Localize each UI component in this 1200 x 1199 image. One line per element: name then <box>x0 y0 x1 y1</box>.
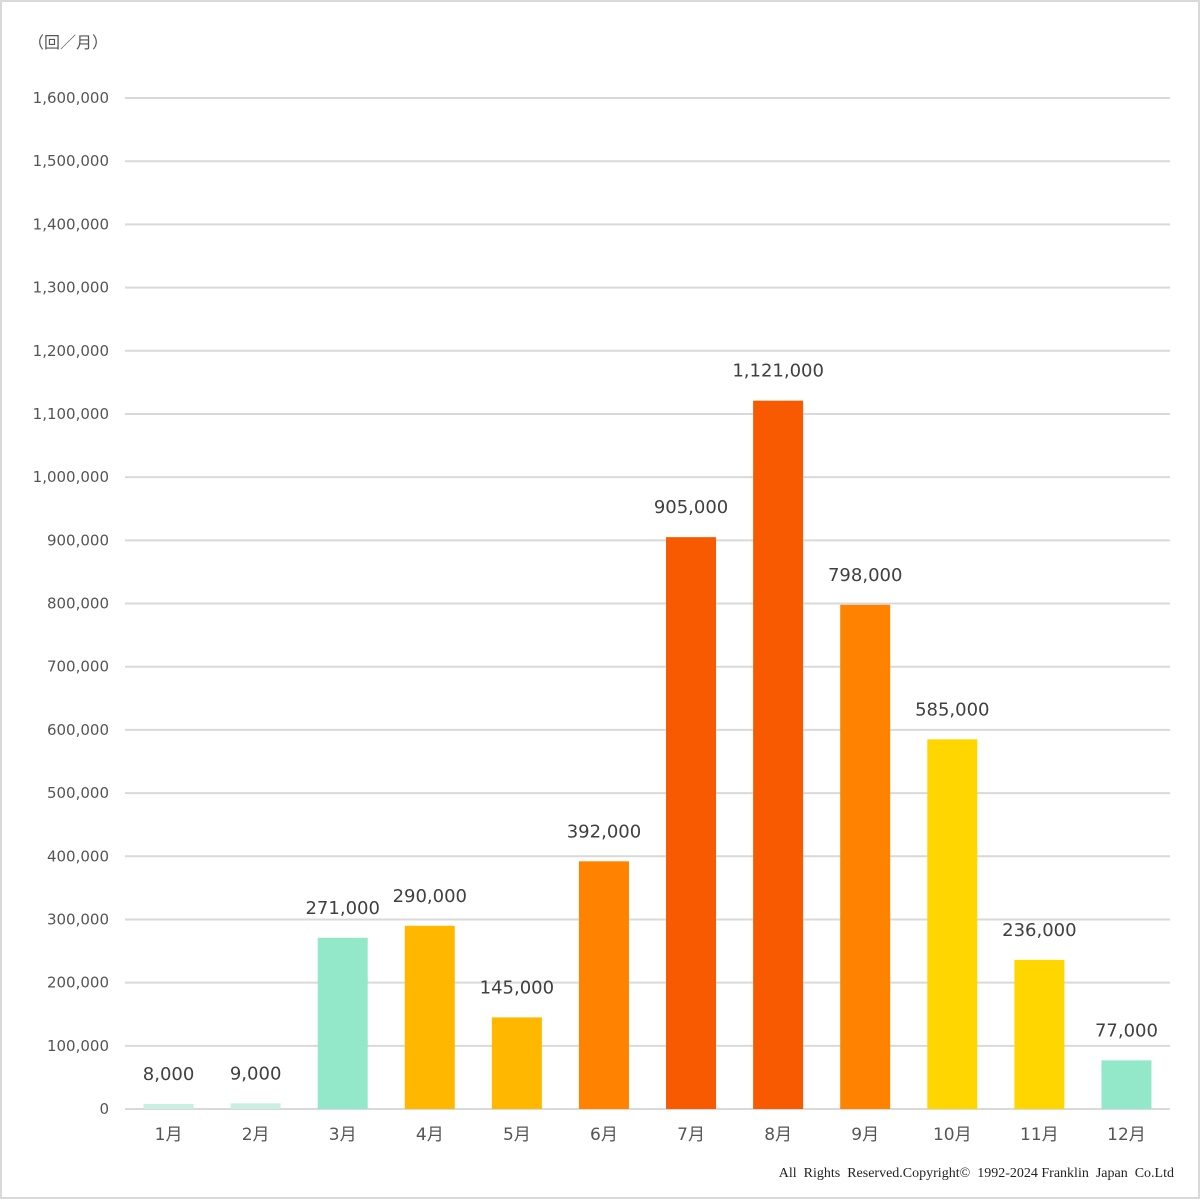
x-tick-label: 3月 <box>329 1125 357 1145</box>
x-tick-label: 11月 <box>1020 1125 1059 1145</box>
x-axis-ticks: 1月 2月 3月 4月 5月 6月 7月 8月 9月 10月 11月 12月 <box>155 1125 1146 1145</box>
copyright-notice: All Rights Reserved.Copyright© 1992-2024… <box>778 1166 1174 1181</box>
y-tick-label: 700,000 <box>47 658 109 676</box>
bar-1 <box>143 1103 194 1109</box>
y-axis-ticks: 0 100,000 200,000 300,000 400,000 500,000 600,… <box>33 89 109 1118</box>
unit-label: （回／月） <box>28 33 108 52</box>
y-tick-label: 1,600,000 <box>33 89 109 107</box>
bar-9 <box>840 604 891 1109</box>
data-label: 290,000 <box>393 886 467 907</box>
data-label: 77,000 <box>1095 1020 1158 1041</box>
bar-2 <box>230 1103 281 1109</box>
data-label: 271,000 <box>305 898 379 919</box>
y-tick-label: 1,100,000 <box>33 405 109 423</box>
y-tick-label: 0 <box>99 1100 109 1118</box>
y-tick-label: 400,000 <box>47 847 109 865</box>
y-tick-label: 600,000 <box>47 721 109 739</box>
bar-5 <box>491 1017 542 1109</box>
y-tick-label: 200,000 <box>47 974 109 992</box>
bar-11 <box>1014 959 1065 1109</box>
data-label: 236,000 <box>1002 920 1076 941</box>
bar-6 <box>578 861 629 1109</box>
data-label: 392,000 <box>567 821 641 842</box>
data-label: 905,000 <box>654 497 728 518</box>
y-tick-label: 900,000 <box>47 531 109 549</box>
data-label: 585,000 <box>915 699 989 720</box>
y-tick-label: 100,000 <box>47 1037 109 1055</box>
gridlines <box>125 97 1170 1110</box>
data-label: 9,000 <box>230 1063 282 1084</box>
bar-10 <box>927 739 978 1109</box>
x-tick-label: 6月 <box>590 1125 618 1145</box>
x-tick-label: 7月 <box>677 1125 705 1145</box>
x-tick-label: 2月 <box>242 1125 270 1145</box>
y-tick-label: 1,300,000 <box>33 279 109 297</box>
data-label: 8,000 <box>143 1064 195 1085</box>
bar-4 <box>404 925 455 1109</box>
y-tick-label: 1,500,000 <box>33 152 109 170</box>
x-tick-label: 1月 <box>155 1125 183 1145</box>
bar-12 <box>1101 1060 1152 1109</box>
x-tick-label: 12月 <box>1107 1125 1146 1145</box>
y-tick-label: 500,000 <box>47 784 109 802</box>
bar-3 <box>317 937 368 1109</box>
data-labels: 8,000 9,000 271,000 290,000 145,000 392,000 90… <box>143 361 1158 1085</box>
y-tick-label: 800,000 <box>47 595 109 613</box>
x-tick-label: 10月 <box>933 1125 972 1145</box>
x-tick-label: 9月 <box>851 1125 879 1145</box>
bars <box>143 400 1152 1110</box>
y-tick-label: 1,400,000 <box>33 215 109 233</box>
data-label: 145,000 <box>480 977 554 998</box>
x-tick-label: 4月 <box>416 1125 444 1145</box>
data-label: 798,000 <box>828 565 902 586</box>
data-label: 1,121,000 <box>732 361 824 382</box>
x-tick-label: 5月 <box>503 1125 531 1145</box>
bar-7 <box>666 537 717 1109</box>
y-tick-label: 1,000,000 <box>33 468 109 486</box>
bar-8 <box>753 400 804 1110</box>
y-tick-label: 300,000 <box>47 910 109 928</box>
x-tick-label: 8月 <box>764 1125 792 1145</box>
y-tick-label: 1,200,000 <box>33 342 109 360</box>
